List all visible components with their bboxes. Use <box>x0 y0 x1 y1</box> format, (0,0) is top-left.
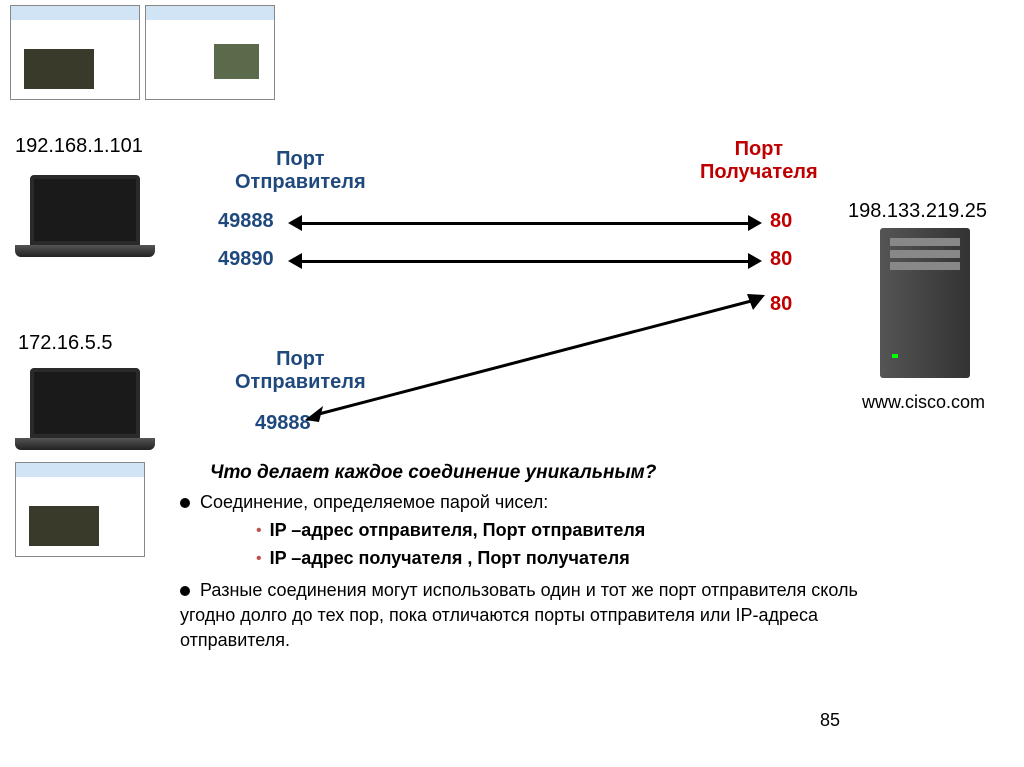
connection-line-2 <box>300 260 750 263</box>
laptop-client2 <box>15 368 155 458</box>
bullet-2-text: Разные соединения могут использовать оди… <box>180 580 858 650</box>
server-device <box>880 228 970 378</box>
bullet-1: Соединение, определяемое парой чисел: <box>180 492 548 513</box>
page-number: 85 <box>820 710 840 731</box>
server-ip: 198.133.219.25 <box>848 200 987 223</box>
arrow-right-2 <box>748 253 762 269</box>
sub-bullet-1: •IP –адрес отправителя, Порт отправителя <box>256 520 645 541</box>
sender2-port-1: 49888 <box>255 412 311 435</box>
browser-thumbnail-2 <box>145 5 275 100</box>
arrow-right-1 <box>748 215 762 231</box>
sub1a: IP –адрес отправителя <box>270 520 473 540</box>
laptop-client1 <box>15 175 155 265</box>
receiver-port-header: Порт Получателя <box>700 138 818 184</box>
sub1b: , Порт отправителя <box>473 520 646 540</box>
question-text: Что делает каждое соединение уникальным? <box>210 462 656 484</box>
browser-thumbnail-1 <box>10 5 140 100</box>
sender-port-1: 49888 <box>218 210 274 233</box>
browser-thumbnail-3 <box>15 462 145 557</box>
client1-ip: 192.168.1.101 <box>15 135 143 158</box>
sender-port-header-1: Порт Отправителя <box>235 148 366 194</box>
arrow-left-2 <box>288 253 302 269</box>
sub2b: , Порт получателя <box>467 548 629 568</box>
server-url: www.cisco.com <box>862 392 985 413</box>
sender-port-2: 49890 <box>218 248 274 271</box>
connection-line-1 <box>300 222 750 225</box>
sub2a: IP –адрес получателя <box>270 548 468 568</box>
receiver-port-3: 80 <box>770 293 792 316</box>
client2-ip: 172.16.5.5 <box>18 332 113 355</box>
bullet-2: Разные соединения могут использовать оди… <box>180 578 900 654</box>
sub-bullet-2: •IP –адрес получателя , Порт получателя <box>256 548 630 569</box>
receiver-port-2: 80 <box>770 248 792 271</box>
bullet-1-text: Соединение, определяемое парой чисел: <box>200 492 548 512</box>
connection-line-3 <box>305 290 765 425</box>
arrow-left-1 <box>288 215 302 231</box>
receiver-port-1: 80 <box>770 210 792 233</box>
